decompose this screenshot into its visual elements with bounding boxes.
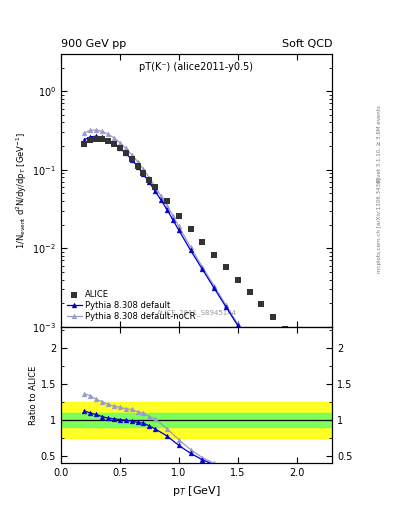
- ALICE: [87, 136, 94, 144]
- Pythia 8.308 default: [171, 217, 175, 223]
- Pythia 8.308 default-noCR: [82, 130, 87, 136]
- Pythia 8.308 default: [135, 163, 140, 169]
- Pythia 8.308 default-noCR: [165, 202, 169, 208]
- Pythia 8.308 default: [100, 134, 105, 140]
- Pythia 8.308 default: [318, 453, 323, 459]
- Line: Pythia 8.308 default: Pythia 8.308 default: [82, 134, 323, 459]
- Pythia 8.308 default: [283, 397, 287, 403]
- Pythia 8.308 default: [141, 171, 146, 177]
- Y-axis label: Ratio to ALICE: Ratio to ALICE: [29, 366, 38, 425]
- Pythia 8.308 default: [118, 145, 122, 151]
- Pythia 8.308 default-noCR: [141, 166, 146, 173]
- Pythia 8.308 default-noCR: [153, 183, 158, 189]
- Pythia 8.308 default: [247, 341, 252, 347]
- ALICE: [111, 140, 117, 148]
- Pythia 8.308 default-noCR: [318, 453, 323, 459]
- Pythia 8.308 default-noCR: [112, 135, 116, 141]
- ALICE: [246, 288, 253, 296]
- Pythia 8.308 default: [153, 188, 158, 195]
- Pythia 8.308 default: [294, 416, 299, 422]
- Pythia 8.308 default: [224, 304, 228, 310]
- Pythia 8.308 default: [212, 285, 217, 291]
- ALICE: [211, 251, 217, 259]
- Pythia 8.308 default-noCR: [259, 359, 264, 365]
- Pythia 8.308 default: [94, 133, 99, 139]
- Pythia 8.308 default-noCR: [271, 378, 275, 384]
- Pythia 8.308 default: [271, 379, 275, 385]
- Pythia 8.308 default-noCR: [147, 175, 152, 181]
- ALICE: [199, 238, 206, 246]
- Pythia 8.308 default-noCR: [306, 434, 311, 440]
- ALICE: [146, 176, 152, 184]
- ALICE: [81, 140, 88, 148]
- Pythia 8.308 default: [106, 137, 110, 143]
- Text: pT(K⁻) (alice2011-y0.5): pT(K⁻) (alice2011-y0.5): [140, 62, 253, 72]
- Text: ALICE_2011_S8945144: ALICE_2011_S8945144: [156, 309, 237, 316]
- Text: Rivet 3.1.10, ≥ 3.6M events: Rivet 3.1.10, ≥ 3.6M events: [377, 105, 382, 182]
- Pythia 8.308 default-noCR: [135, 159, 140, 165]
- ALICE: [99, 135, 105, 143]
- Pythia 8.308 default-noCR: [94, 127, 99, 133]
- Pythia 8.308 default: [188, 247, 193, 253]
- ALICE: [117, 144, 123, 153]
- ALICE: [176, 211, 182, 220]
- Pythia 8.308 default-noCR: [118, 139, 122, 145]
- Pythia 8.308 default-noCR: [176, 223, 181, 229]
- Pythia 8.308 default-noCR: [100, 129, 105, 135]
- Pythia 8.308 default-noCR: [212, 283, 217, 289]
- Text: Soft QCD: Soft QCD: [282, 38, 332, 49]
- Pythia 8.308 default: [159, 197, 163, 203]
- ALICE: [258, 300, 264, 308]
- Pythia 8.308 default-noCR: [235, 321, 240, 327]
- ALICE: [134, 161, 141, 169]
- Pythia 8.308 default-noCR: [88, 127, 93, 134]
- Pythia 8.308 default: [176, 227, 181, 233]
- X-axis label: p$_T$ [GeV]: p$_T$ [GeV]: [172, 484, 221, 498]
- Pythia 8.308 default-noCR: [106, 131, 110, 137]
- Pythia 8.308 default-noCR: [283, 397, 287, 403]
- Text: mcplots.cern.ch [arXiv:1306.3436]: mcplots.cern.ch [arXiv:1306.3436]: [377, 178, 382, 273]
- ALICE: [187, 225, 194, 233]
- Y-axis label: 1/N$_{\rm event}$ d$^{2}$N/dy/dp$_T$ [GeV$^{-1}$]: 1/N$_{\rm event}$ d$^{2}$N/dy/dp$_T$ [Ge…: [15, 132, 29, 249]
- Pythia 8.308 default-noCR: [188, 244, 193, 250]
- Legend: ALICE, Pythia 8.308 default, Pythia 8.308 default-noCR: ALICE, Pythia 8.308 default, Pythia 8.30…: [65, 288, 197, 323]
- Pythia 8.308 default-noCR: [159, 193, 163, 199]
- Pythia 8.308 default-noCR: [129, 152, 134, 158]
- Line: Pythia 8.308 default-noCR: Pythia 8.308 default-noCR: [82, 127, 323, 458]
- ALICE: [123, 149, 129, 157]
- Pythia 8.308 default: [235, 323, 240, 329]
- Pythia 8.308 default: [129, 157, 134, 163]
- ALICE: [223, 263, 229, 271]
- Pythia 8.308 default-noCR: [200, 264, 205, 270]
- ALICE: [294, 337, 300, 346]
- ALICE: [152, 183, 158, 191]
- Pythia 8.308 default: [147, 179, 152, 185]
- Pythia 8.308 default-noCR: [224, 302, 228, 308]
- Text: 900 GeV pp: 900 GeV pp: [61, 38, 126, 49]
- ALICE: [235, 275, 241, 284]
- Pythia 8.308 default: [259, 360, 264, 366]
- Pythia 8.308 default: [165, 207, 169, 213]
- Pythia 8.308 default: [200, 266, 205, 272]
- ALICE: [93, 135, 99, 143]
- Pythia 8.308 default: [112, 140, 116, 146]
- ALICE: [164, 197, 170, 205]
- Pythia 8.308 default-noCR: [247, 340, 252, 346]
- Pythia 8.308 default: [88, 134, 93, 140]
- ALICE: [105, 137, 111, 145]
- Pythia 8.308 default: [123, 150, 128, 156]
- Pythia 8.308 default-noCR: [171, 212, 175, 219]
- ALICE: [282, 325, 288, 333]
- ALICE: [317, 361, 323, 370]
- Pythia 8.308 default-noCR: [294, 415, 299, 421]
- ALICE: [140, 168, 147, 177]
- Pythia 8.308 default: [82, 137, 87, 143]
- Pythia 8.308 default-noCR: [123, 145, 128, 152]
- ALICE: [270, 312, 276, 321]
- Pythia 8.308 default: [306, 435, 311, 441]
- ALICE: [129, 155, 135, 163]
